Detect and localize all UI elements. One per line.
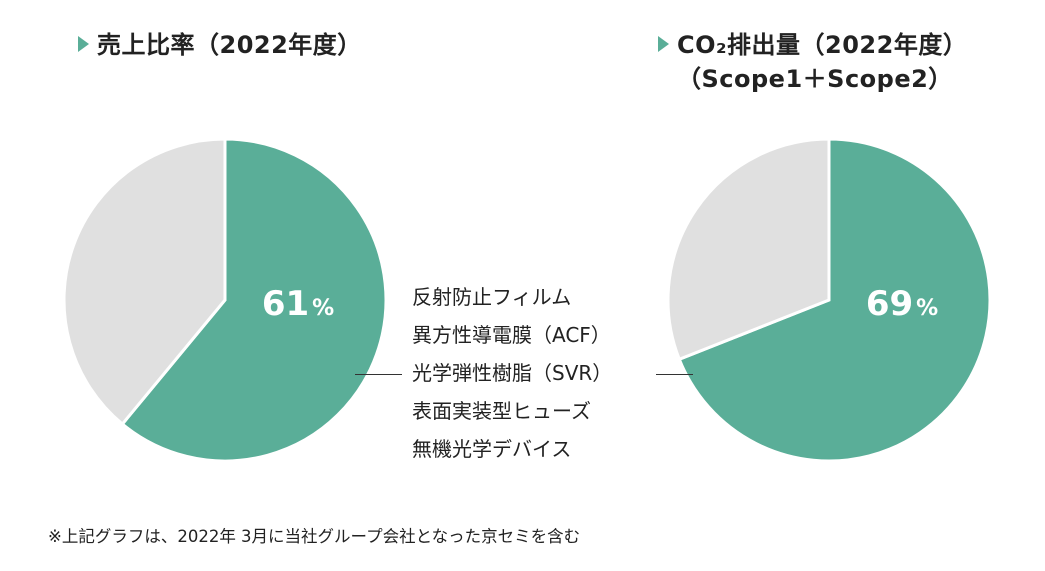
pie-slice-other xyxy=(666,137,831,362)
pie-slice-highlight xyxy=(677,137,992,463)
triangle-marker-icon xyxy=(78,36,89,52)
product-item: 光学弾性樹脂（SVR） xyxy=(412,361,613,385)
percentage-value: 61 xyxy=(262,284,309,324)
co2-emissions-title-text: CO₂排出量（2022年度） xyxy=(677,31,968,59)
product-item: 表面実装型ヒューズ xyxy=(412,399,591,423)
percentage-unit: % xyxy=(312,296,334,321)
product-item: 異方性導電膜（ACF） xyxy=(412,323,611,347)
pie-slice-highlight xyxy=(120,137,388,463)
percentage-unit: % xyxy=(916,296,938,321)
sales-ratio-title: 売上比率（2022年度） xyxy=(78,28,362,62)
pie-percentage-label: 61% xyxy=(262,284,334,324)
sales-ratio-title-text: 売上比率（2022年度） xyxy=(97,31,362,59)
co2-emissions-subtitle: （Scope1＋Scope2） xyxy=(677,65,953,93)
connector-line-right xyxy=(656,374,693,375)
footnote: ※上記グラフは、2022年 3月に当社グループ会社となった京セミを含む xyxy=(48,527,581,546)
triangle-marker-icon xyxy=(658,36,669,52)
pie-slice-other xyxy=(62,137,227,427)
product-item: 無機光学デバイス xyxy=(412,437,572,461)
product-item: 反射防止フィルム xyxy=(412,285,572,309)
co2-emissions-pie-chart: 69% xyxy=(666,137,992,463)
pie-percentage-label: 69% xyxy=(866,284,938,324)
connector-line-left xyxy=(355,374,402,375)
percentage-value: 69 xyxy=(866,284,913,324)
sales-ratio-pie-chart: 61% xyxy=(62,137,388,463)
product-list: 反射防止フィルム 異方性導電膜（ACF） 光学弾性樹脂（SVR） 表面実装型ヒュ… xyxy=(412,278,612,468)
co2-emissions-title: CO₂排出量（2022年度） （Scope1＋Scope2） xyxy=(658,28,967,96)
